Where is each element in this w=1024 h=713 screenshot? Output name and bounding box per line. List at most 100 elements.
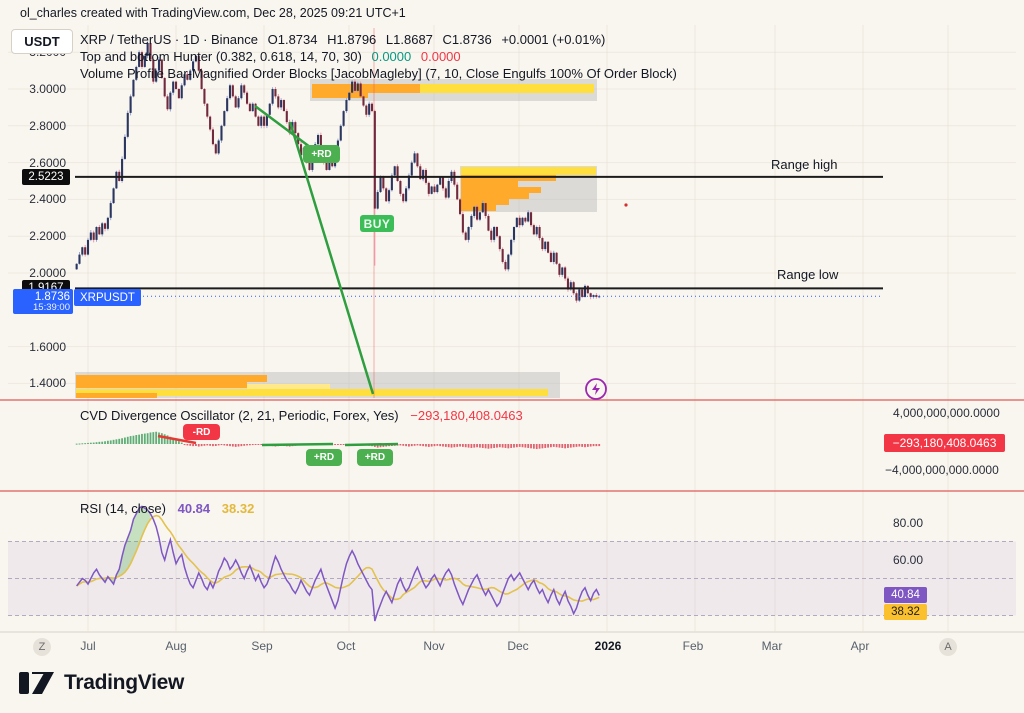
time-axis-tick[interactable]: Dec xyxy=(507,639,529,653)
cvd-bar xyxy=(101,441,104,444)
range-low-label[interactable]: Range low xyxy=(777,267,839,282)
candle-body xyxy=(194,55,197,62)
candle-body xyxy=(280,100,283,108)
candle-body xyxy=(146,43,149,56)
cvd-bar xyxy=(115,439,118,444)
current-price-badge: 1.8736 15:39:00 xyxy=(13,289,73,314)
candle-body xyxy=(186,74,189,80)
time-axis-tick[interactable]: Mar xyxy=(761,639,783,653)
cvd-bar xyxy=(124,437,126,444)
rsi-axis-60: 60.00 xyxy=(893,553,924,567)
candle-body xyxy=(490,230,493,240)
cvd-bar xyxy=(75,443,78,445)
rsi-value-badge: 40.84 xyxy=(884,587,927,603)
candle-body xyxy=(157,59,161,71)
cvd-bar xyxy=(177,441,180,444)
cvd-bar xyxy=(552,444,555,447)
tradingview-logo[interactable]: TradingView xyxy=(18,670,184,696)
cvd-bar xyxy=(175,439,177,444)
cvd-bar xyxy=(126,436,129,444)
candle-body xyxy=(478,212,481,220)
candle-body xyxy=(174,81,178,89)
candle-body xyxy=(316,135,320,145)
time-axis-tick[interactable]: Feb xyxy=(682,639,704,653)
cvd-bar xyxy=(433,444,436,447)
candle-body xyxy=(447,181,450,198)
cvd-pane-title[interactable]: CVD Divergence Oscillator (2, 21, Period… xyxy=(80,408,523,423)
candle-body xyxy=(484,203,487,216)
candle-body xyxy=(390,175,393,191)
indicator-legend-volume-profile[interactable]: Volume Profile Bar-Magnified Order Block… xyxy=(80,66,683,81)
tbh-label: Top and bottom Hunter (0.382, 0.618, 14,… xyxy=(80,49,362,64)
candle-body xyxy=(203,89,206,104)
cvd-bar xyxy=(78,443,81,445)
candle-body xyxy=(152,59,155,82)
time-axis-tick[interactable]: Oct xyxy=(336,639,356,653)
candle-body xyxy=(308,162,311,170)
candle-body xyxy=(220,125,223,141)
rsi-ma-badge: 38.32 xyxy=(884,604,927,620)
indicator-legend-tbh[interactable]: Top and bottom Hunter (0.382, 0.618, 14,… xyxy=(80,49,467,64)
candle-body xyxy=(172,81,175,93)
volume-profile-bar xyxy=(461,181,518,187)
candle-body xyxy=(510,239,513,255)
candle-body xyxy=(277,96,280,108)
candle-body xyxy=(271,89,274,104)
time-axis-tick[interactable]: Aug xyxy=(165,639,187,653)
flash-icon-bolt[interactable] xyxy=(592,383,600,395)
cvd-bar xyxy=(413,444,416,446)
cvd-bar xyxy=(479,444,481,448)
candle-body xyxy=(106,217,109,229)
candle-body xyxy=(578,289,581,301)
quote-currency-badge[interactable]: USDT xyxy=(11,29,73,54)
scroll-right-handle[interactable]: A xyxy=(939,638,957,656)
cvd-bar xyxy=(419,444,422,446)
candle-body xyxy=(439,177,442,185)
candle-body xyxy=(129,96,132,113)
cvd-bar xyxy=(129,436,132,444)
candle-body xyxy=(476,206,479,220)
candle-body xyxy=(370,103,374,112)
time-axis-tick[interactable]: Jul xyxy=(80,639,96,653)
candle-body xyxy=(126,112,129,137)
cvd-bar xyxy=(98,441,101,444)
tradingview-logo-icon xyxy=(19,672,54,694)
candle-body xyxy=(470,215,473,227)
time-axis-tick[interactable]: Sep xyxy=(251,639,273,653)
candle-body xyxy=(160,59,163,78)
candle-body xyxy=(368,103,371,115)
time-axis-tick[interactable]: Nov xyxy=(423,639,445,653)
cvd-bar xyxy=(112,439,115,444)
price-scale-label: 2.6000 xyxy=(29,155,66,170)
cvd-bar xyxy=(220,444,223,446)
candle-body xyxy=(339,125,342,141)
candle-body xyxy=(245,92,249,104)
scroll-left-handle[interactable]: Z xyxy=(33,638,51,656)
symbol-legend-row[interactable]: XRP / TetherUS · 1D · Binance O1.8734 H1… xyxy=(80,32,611,47)
candle-body xyxy=(538,227,541,239)
candle-body xyxy=(541,238,544,250)
cvd-value-badge: −293,180,408.0463 xyxy=(884,434,1005,452)
candle-body xyxy=(248,103,251,112)
time-axis-tick[interactable]: 2026 xyxy=(594,639,622,653)
candle-body xyxy=(351,81,354,93)
cvd-bar xyxy=(231,444,234,447)
rsi-pane-title[interactable]: RSI (14, close) 40.84 38.32 xyxy=(80,501,254,516)
volume-profile-bar xyxy=(461,199,509,205)
time-axis-tick[interactable]: Apr xyxy=(850,639,870,653)
range-high-label[interactable]: Range high xyxy=(771,157,838,172)
candle-body xyxy=(214,144,217,154)
rsi-axis-80: 80.00 xyxy=(893,516,924,530)
cvd-bar xyxy=(260,444,263,445)
red-dot-marker xyxy=(624,203,628,207)
cvd-bar xyxy=(459,444,461,447)
cvd-bar xyxy=(334,444,336,445)
candle-body xyxy=(81,247,84,255)
cvd-bar xyxy=(186,444,189,446)
candle-body xyxy=(103,223,107,229)
cvd-bar xyxy=(481,444,484,448)
candle-body xyxy=(402,193,405,202)
cvd-bar xyxy=(464,444,467,448)
volume-profile-bar xyxy=(461,167,596,175)
